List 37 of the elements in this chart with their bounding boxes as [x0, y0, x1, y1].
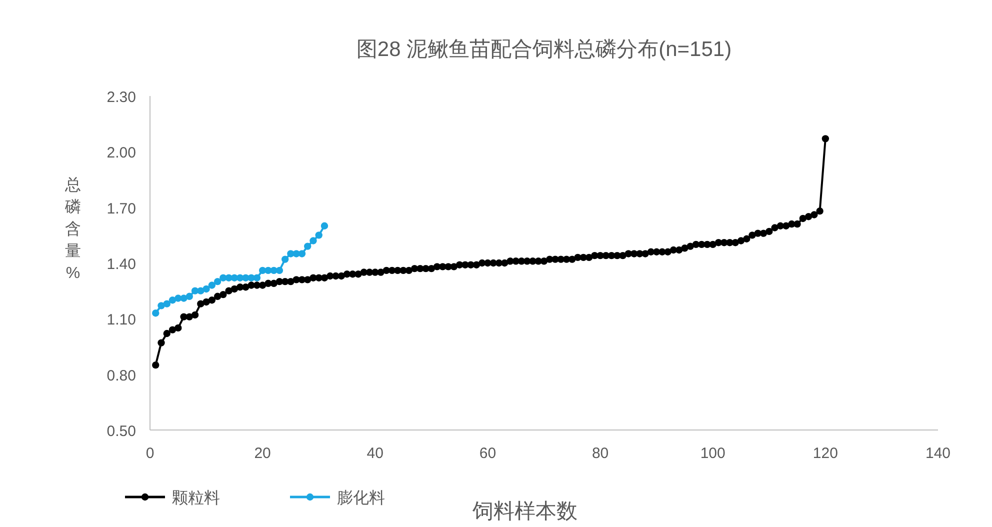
point: [168, 296, 176, 304]
point: [304, 242, 312, 250]
x-axis-title: 饲料样本数: [472, 500, 578, 523]
x-tick-label: 40: [366, 445, 384, 462]
point: [298, 250, 306, 258]
x-tick-label: 100: [700, 445, 726, 462]
x-tick-label: 60: [479, 445, 496, 462]
point: [180, 294, 188, 302]
y-tick-label: 2.00: [106, 144, 136, 162]
y-axis-title: 总磷含量%: [64, 176, 81, 282]
point: [163, 300, 170, 308]
y-tick-label: 0.80: [106, 367, 136, 384]
x-tick-label: 80: [592, 445, 609, 462]
point: [186, 292, 193, 300]
point: [276, 266, 284, 274]
x-tick-label: 120: [812, 445, 838, 462]
legend-label: 膨化料: [337, 489, 385, 507]
y-tick-label: 1.10: [106, 312, 136, 329]
y-tick-label: 1.40: [106, 256, 136, 273]
y-tick-label: 0.50: [106, 423, 136, 440]
chart-title: 图28 泥鳅鱼苗配合饲料总磷分布(n=151): [356, 38, 732, 61]
point: [281, 256, 289, 263]
y-tick-label: 2.30: [106, 89, 136, 106]
point: [310, 237, 317, 244]
point: [152, 310, 160, 317]
x-tick-label: 20: [254, 445, 271, 462]
point: [202, 285, 210, 293]
x-tick-label: 140: [925, 445, 951, 462]
point: [315, 232, 322, 239]
y-tick-label: 1.70: [106, 200, 136, 218]
legend-label: 颗粒料: [172, 489, 220, 507]
point: [253, 274, 261, 282]
point: [208, 282, 216, 289]
point: [320, 222, 328, 230]
point: [214, 278, 222, 286]
point: [158, 302, 165, 310]
x-tick-label: 0: [146, 445, 154, 462]
